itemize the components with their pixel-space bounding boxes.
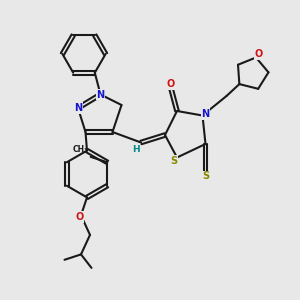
Text: H: H xyxy=(132,145,140,154)
Text: CH₃: CH₃ xyxy=(73,146,88,154)
Text: O: O xyxy=(167,79,175,89)
Text: S: S xyxy=(202,171,209,182)
Text: O: O xyxy=(75,212,84,222)
Text: N: N xyxy=(74,103,82,113)
Text: N: N xyxy=(96,89,105,100)
Text: N: N xyxy=(201,109,210,119)
Text: S: S xyxy=(170,155,178,166)
Text: O: O xyxy=(255,50,263,59)
